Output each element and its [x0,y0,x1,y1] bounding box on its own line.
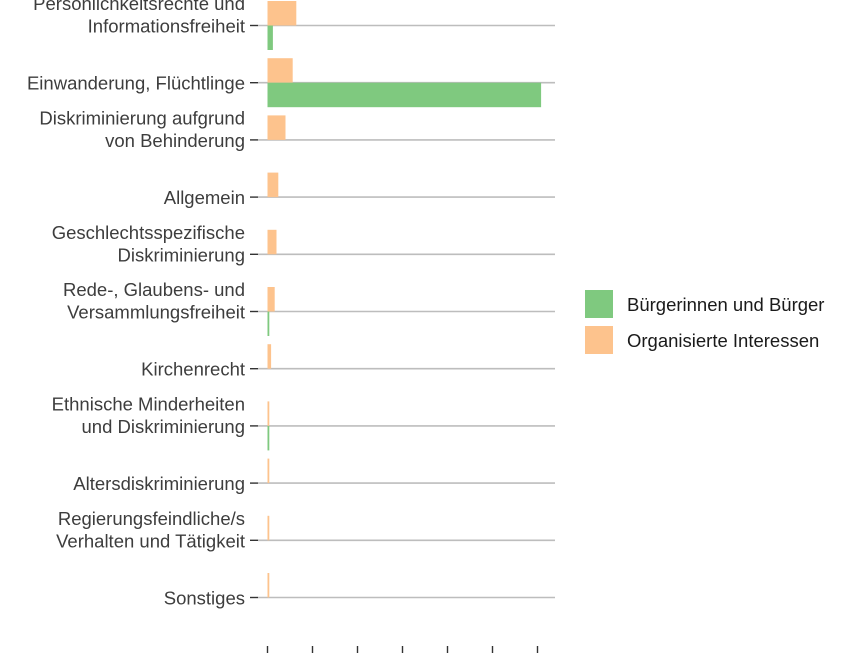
bar-organisierte-interessen [267,229,277,255]
y-axis: Persönlichkeitsrechte und Informationsfre… [27,0,258,609]
y-tick-label: Diskriminierung aufgrund von Behinderung [39,107,245,150]
legend: Bürgerinnen und Bürger Organisierte Inter… [585,290,824,354]
bar-organisierte-interessen [267,1,297,26]
y-tick-label: Sonstiges [164,588,245,609]
bar-buergerinnen-und-buerger [267,82,542,108]
y-tick-label: Ethnische Minderheiten und Diskriminierun… [52,393,245,437]
legend-swatch [585,290,613,318]
bar-organisierte-interessen [267,287,275,312]
grid-layer [258,24,555,599]
y-tick-label: Geschlechtsspezifische Diskriminierung [52,222,245,265]
y-tick-label: Rede-, Glaubens- und Versammlungsfreiheit [63,279,245,323]
bar-organisierte-interessen [267,344,272,369]
bar-organisierte-interessen [267,115,286,140]
bar-organisierte-interessen [267,401,270,426]
y-tick-label: Persönlichkeitsrechte und Informationsfre… [33,0,245,37]
bar-organisierte-interessen [267,573,270,598]
legend-swatch [585,326,613,354]
x-axis: 0255075100125150 [262,646,553,666]
y-tick-label: Allgemein [164,187,245,208]
legend-label: Organisierte Interessen [627,330,819,351]
bar-buergerinnen-und-buerger [267,311,270,336]
y-tick-label: Altersdiskriminierung [73,473,245,494]
bar-layer [267,1,542,598]
bar-organisierte-interessen [267,58,293,83]
bar-buergerinnen-und-buerger [267,25,273,50]
legend-label: Bürgerinnen und Bürger [627,294,824,315]
bar-buergerinnen-und-buerger [267,425,270,451]
bar-organisierte-interessen [267,172,279,198]
bar-organisierte-interessen [267,458,270,484]
y-tick-label: Kirchenrecht [141,359,245,380]
y-tick-label: Einwanderung, Flüchtlinge [27,73,245,94]
y-tick-label: Regierungsfeindliche/s Verhalten und Täti… [56,508,245,552]
bar-organisierte-interessen [267,515,270,541]
